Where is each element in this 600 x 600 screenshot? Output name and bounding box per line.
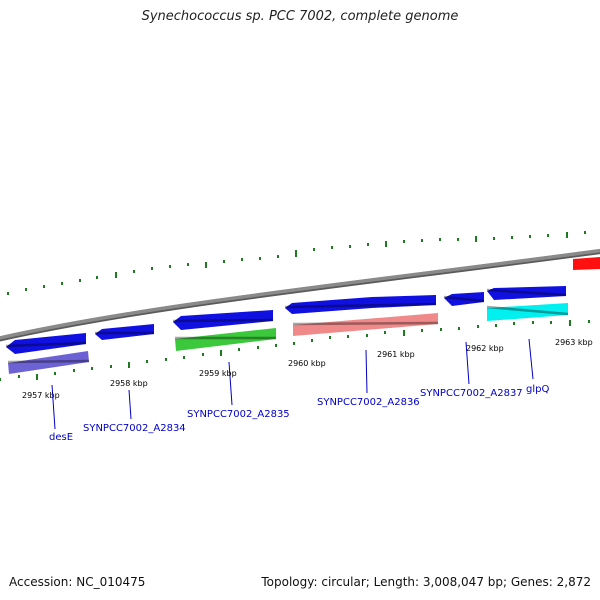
tick-label-2958: 2958 kbp [110,379,148,388]
tick-label-2961: 2961 kbp [377,350,415,359]
feature-shadow-5 [284,302,437,309]
inner-ruler-ticks [0,320,590,381]
feature-shadow-8 [486,288,567,297]
feature-shadow-3 [172,318,274,323]
feature-shadow-1 [7,359,90,364]
tick-label-2963: 2963 kbp [555,338,593,347]
feature-arrow-5 [285,295,436,314]
gene-label-glpQ[interactable]: glpQ [526,384,549,395]
feature-shadow-7 [443,295,485,303]
leader-line-2 [228,361,233,406]
leader-line-4 [465,341,470,385]
genome-summary-text: Topology: circular; Length: 3,008,047 bp… [261,575,591,589]
gene-label-a2837[interactable]: SYNPCC7002_A2837 [420,388,523,399]
feature-arrow-8 [487,286,566,300]
tick-label-2962: 2962 kbp [466,344,504,353]
outer-ruler-ticks [7,231,586,295]
feature-arrow-9 [487,303,568,321]
gene-label-a2836[interactable]: SYNPCC7002_A2836 [317,397,420,408]
feature-arrow-3 [173,310,273,330]
feature-shadow-0 [5,341,87,348]
feature-shadow-6 [292,321,439,326]
map-title: Synechococcus sp. PCC 7002, complete gen… [141,9,459,24]
feature-arrow-6 [293,313,438,336]
labels-layer: 2957 kbp 2958 kbp 2959 kbp 2960 kbp 2961… [22,338,593,443]
leader-line-1 [128,389,132,420]
leader-line-5 [528,338,534,380]
tick-label-2959: 2959 kbp [199,369,237,378]
accession-text: Accession: NC_010475 [9,575,146,589]
feature-shadow-9 [486,305,569,316]
tick-label-2960: 2960 kbp [288,359,326,368]
genome-backbone [0,248,600,340]
feature-track [5,257,600,374]
gene-label-desE[interactable]: desE [49,432,73,443]
feature-arrow-4 [175,328,276,351]
tick-label-2957: 2957 kbp [22,391,60,400]
feature-arrow-0 [6,333,86,354]
label-leaders [51,338,534,430]
gene-label-a2834[interactable]: SYNPCC7002_A2834 [83,423,186,434]
leader-line-0 [51,384,56,430]
gene-label-a2835[interactable]: SYNPCC7002_A2835 [187,409,290,420]
feature-arrow-1 [8,351,89,374]
leader-line-3 [365,349,368,394]
feature-arrow-2 [95,324,154,340]
feature-arrow-10 [573,257,600,270]
feature-arrow-7 [444,292,484,306]
